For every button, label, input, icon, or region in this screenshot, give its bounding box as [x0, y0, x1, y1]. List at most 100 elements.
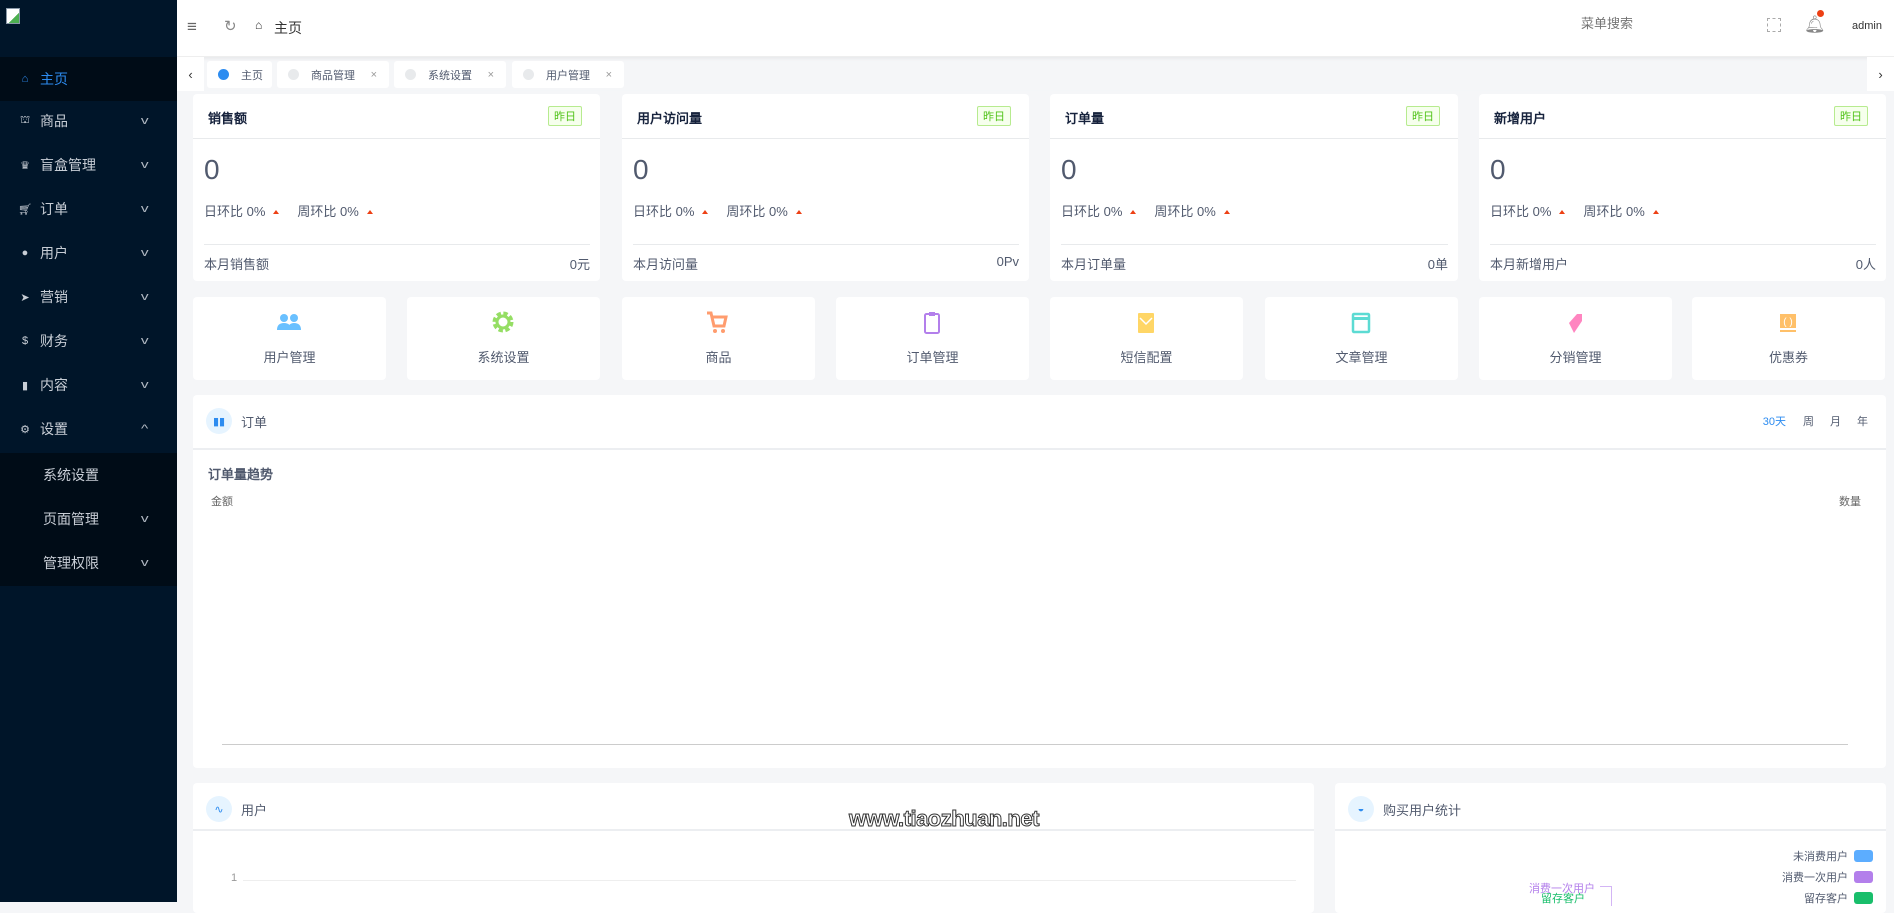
quick-entry-label: 用户管理	[263, 350, 316, 365]
quick-entry-label: 优惠券	[1768, 350, 1808, 365]
tab-user-management[interactable]: 用户管理 ×	[512, 61, 624, 88]
day-ratio: 日环比 0%	[633, 204, 695, 219]
stat-title: 用户访问量	[637, 111, 703, 126]
dollar-icon: $	[21, 335, 29, 347]
stat-title: 订单量	[1065, 111, 1105, 126]
fullscreen-icon[interactable]	[1767, 18, 1781, 32]
submenu-label: 管理权限	[43, 555, 99, 571]
menu-toggle-icon[interactable]: ≡	[187, 17, 197, 36]
period-week[interactable]: 周	[1803, 416, 1814, 428]
submenu-item-permissions[interactable]: 管理权限 v	[0, 541, 177, 585]
notification-dot	[1817, 10, 1824, 17]
tab-goods-management[interactable]: 商品管理 ×	[277, 61, 389, 88]
sidebar-item-label: 主页	[40, 71, 68, 87]
quick-entry-distribution[interactable]: 分销管理	[1479, 297, 1672, 380]
tab-status-dot	[288, 69, 299, 80]
sidebar-item-home[interactable]: ⌂ 主页	[0, 57, 177, 101]
sidebar-item-label: 营销	[40, 289, 68, 305]
bell-icon[interactable]: 🔔︎	[1804, 15, 1826, 34]
trend-up-icon	[1652, 209, 1659, 214]
divider	[633, 244, 1019, 245]
tab-status-dot	[405, 69, 416, 80]
stat-footer-label: 本月访问量	[633, 257, 699, 272]
quick-entry-sms-config[interactable]: 短信配置	[1050, 297, 1243, 380]
settings-submenu: 系统设置 页面管理 v 管理权限 v	[0, 453, 177, 586]
stat-footer-value: 0人	[1855, 257, 1876, 272]
chevron-up-icon: ^	[140, 423, 149, 435]
close-icon[interactable]: ×	[605, 68, 612, 81]
tab-label: 商品管理	[311, 69, 355, 82]
chevron-down-icon: v	[140, 513, 149, 525]
sidebar-item-marketing[interactable]: ➤ 营销 v	[0, 275, 177, 319]
stat-footer-label: 本月新增用户	[1490, 257, 1569, 272]
menu-search-input[interactable]	[1552, 16, 1662, 31]
trophy-icon: ♛	[20, 159, 30, 172]
paper-plane-icon: ➤	[20, 291, 30, 304]
submenu-item-page-management[interactable]: 页面管理 v	[0, 497, 177, 541]
chart-title: 订单量趋势	[208, 467, 274, 482]
quick-entry-system-settings[interactable]: 系统设置	[407, 297, 600, 380]
pie-label-line	[1600, 886, 1612, 906]
home-icon: ⌂	[255, 18, 263, 32]
sidebar-item-blindbox[interactable]: ♛ 盲盒管理 v	[0, 143, 177, 187]
quick-entry-goods[interactable]: 商品	[622, 297, 815, 380]
legend-item[interactable]: 消费一次用户	[1782, 869, 1873, 885]
sidebar-item-goods[interactable]: ⛫ 商品 v	[0, 99, 177, 143]
stat-footer-label: 本月订单量	[1061, 257, 1127, 272]
submenu-item-system-settings[interactable]: 系统设置	[0, 453, 177, 497]
breadcrumb[interactable]: 主页	[274, 20, 302, 36]
stat-comparison: 日环比 0% 周环比 0%	[633, 201, 820, 220]
tab-home[interactable]: 主页	[207, 61, 272, 88]
tabs-scroll-left-button[interactable]: ‹	[177, 57, 204, 91]
quick-entry-article-management[interactable]: 文章管理	[1265, 297, 1458, 380]
period-month[interactable]: 月	[1830, 416, 1841, 428]
divider	[1490, 244, 1876, 245]
tabs-scroll-right-button[interactable]: ›	[1867, 57, 1894, 91]
trend-up-icon	[273, 209, 280, 214]
basket-icon: ⛫	[19, 114, 31, 126]
quick-entry-order-management[interactable]: 订单管理	[836, 297, 1029, 380]
divider	[1050, 138, 1458, 139]
legend-item[interactable]: 未消费用户	[1793, 848, 1873, 864]
quick-entry-user-management[interactable]: 用户管理	[193, 297, 386, 380]
tab-system-settings[interactable]: 系统设置 ×	[394, 61, 506, 88]
sidebar-item-finance[interactable]: $ 财务 v	[0, 319, 177, 363]
trend-up-icon	[795, 209, 802, 214]
quick-entry-coupons[interactable]: ( ) 优惠券	[1692, 297, 1885, 380]
legend-item[interactable]: 留存客户	[1804, 890, 1873, 906]
close-icon[interactable]: ×	[370, 68, 377, 81]
divider	[193, 138, 600, 139]
sidebar-item-content[interactable]: ▮ 内容 v	[0, 363, 177, 407]
quick-entry-label: 系统设置	[477, 350, 530, 365]
legend-label: 消费一次用户	[1782, 872, 1848, 884]
sidebar-item-label: 内容	[40, 377, 68, 393]
user-menu[interactable]: admin	[1852, 20, 1882, 32]
period-year[interactable]: 年	[1857, 416, 1868, 428]
period-badge: 昨日	[1406, 106, 1440, 126]
right-axis-label: 数量	[1839, 496, 1861, 508]
grid-line	[243, 880, 1296, 881]
sidebar-item-label: 订单	[40, 201, 68, 217]
chevron-down-icon: v	[140, 115, 149, 127]
close-icon[interactable]: ×	[487, 68, 494, 81]
cart-icon: 🛒︎	[18, 203, 32, 216]
period-30days[interactable]: 30天	[1762, 416, 1786, 428]
buyers-panel: ◒ 购买用户统计 未消费用户 消费一次用户 留存客户 消费一次用户 留存客户	[1335, 783, 1886, 913]
logo-image	[6, 8, 20, 24]
legend-swatch	[1854, 892, 1873, 904]
trend-up-icon	[366, 209, 373, 214]
stat-comparison: 日环比 0% 周环比 0%	[204, 201, 391, 220]
book-icon: ▮	[21, 379, 29, 392]
legend-label: 留存客户	[1804, 893, 1848, 905]
day-ratio: 日环比 0%	[1490, 204, 1552, 219]
sidebar-item-users[interactable]: ● 用户 v	[0, 231, 177, 275]
sidebar-item-orders[interactable]: 🛒︎ 订单 v	[0, 187, 177, 231]
pulse-icon: ∿	[206, 796, 232, 822]
orders-panel: ▮▮ 订单 30天 周 月 年 订单量趋势 金额 数量	[193, 395, 1886, 768]
panel-title: 用户	[241, 803, 268, 818]
home-icon: ⌂	[21, 73, 29, 85]
chart-pie-icon: ◒	[1348, 796, 1374, 822]
stat-title: 销售额	[208, 111, 248, 126]
sidebar-item-settings[interactable]: ⚙ 设置 ^	[0, 407, 177, 451]
refresh-icon[interactable]: ↻	[224, 18, 237, 35]
